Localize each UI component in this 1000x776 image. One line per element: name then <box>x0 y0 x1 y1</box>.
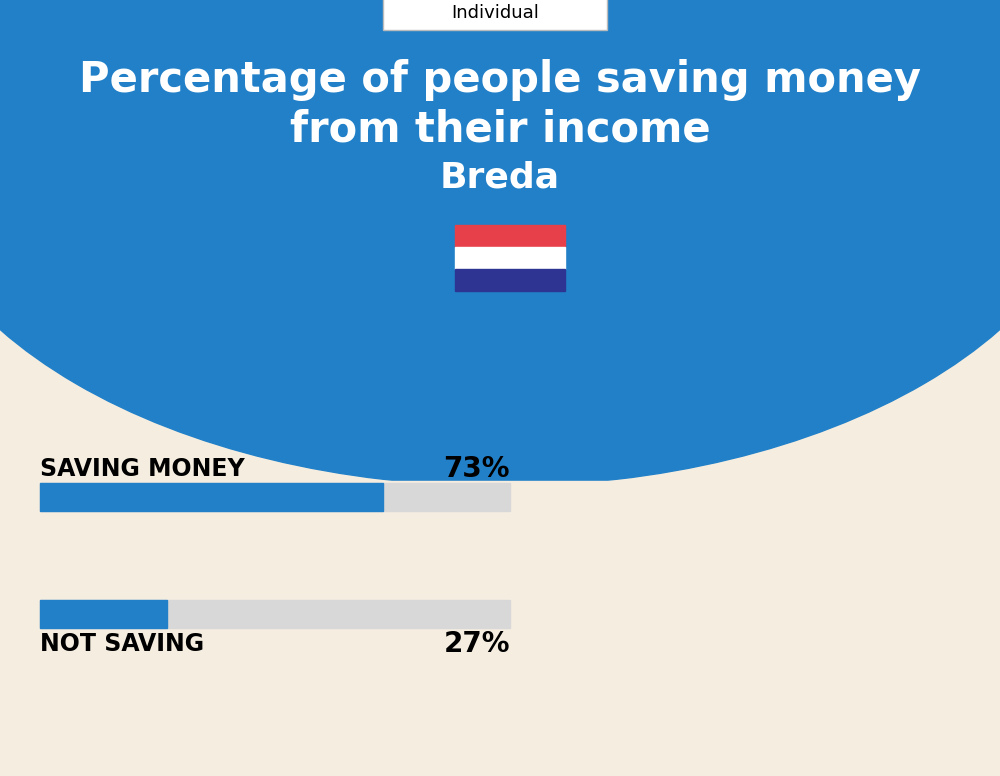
Bar <box>40 600 167 628</box>
Text: from their income: from their income <box>290 109 710 151</box>
Text: Individual: Individual <box>451 4 539 22</box>
Bar <box>455 247 565 269</box>
Text: 27%: 27% <box>444 630 510 658</box>
FancyBboxPatch shape <box>383 0 607 30</box>
Text: Breda: Breda <box>440 161 560 195</box>
Text: Percentage of people saving money: Percentage of people saving money <box>79 59 921 101</box>
Ellipse shape <box>0 0 1000 486</box>
Bar <box>40 483 510 511</box>
Bar <box>455 225 565 247</box>
Bar <box>0 481 1000 776</box>
Bar <box>455 269 565 291</box>
Bar <box>40 483 383 511</box>
Text: SAVING MONEY: SAVING MONEY <box>40 457 245 481</box>
Text: 73%: 73% <box>444 455 510 483</box>
Bar <box>40 600 510 628</box>
Text: NOT SAVING: NOT SAVING <box>40 632 204 656</box>
